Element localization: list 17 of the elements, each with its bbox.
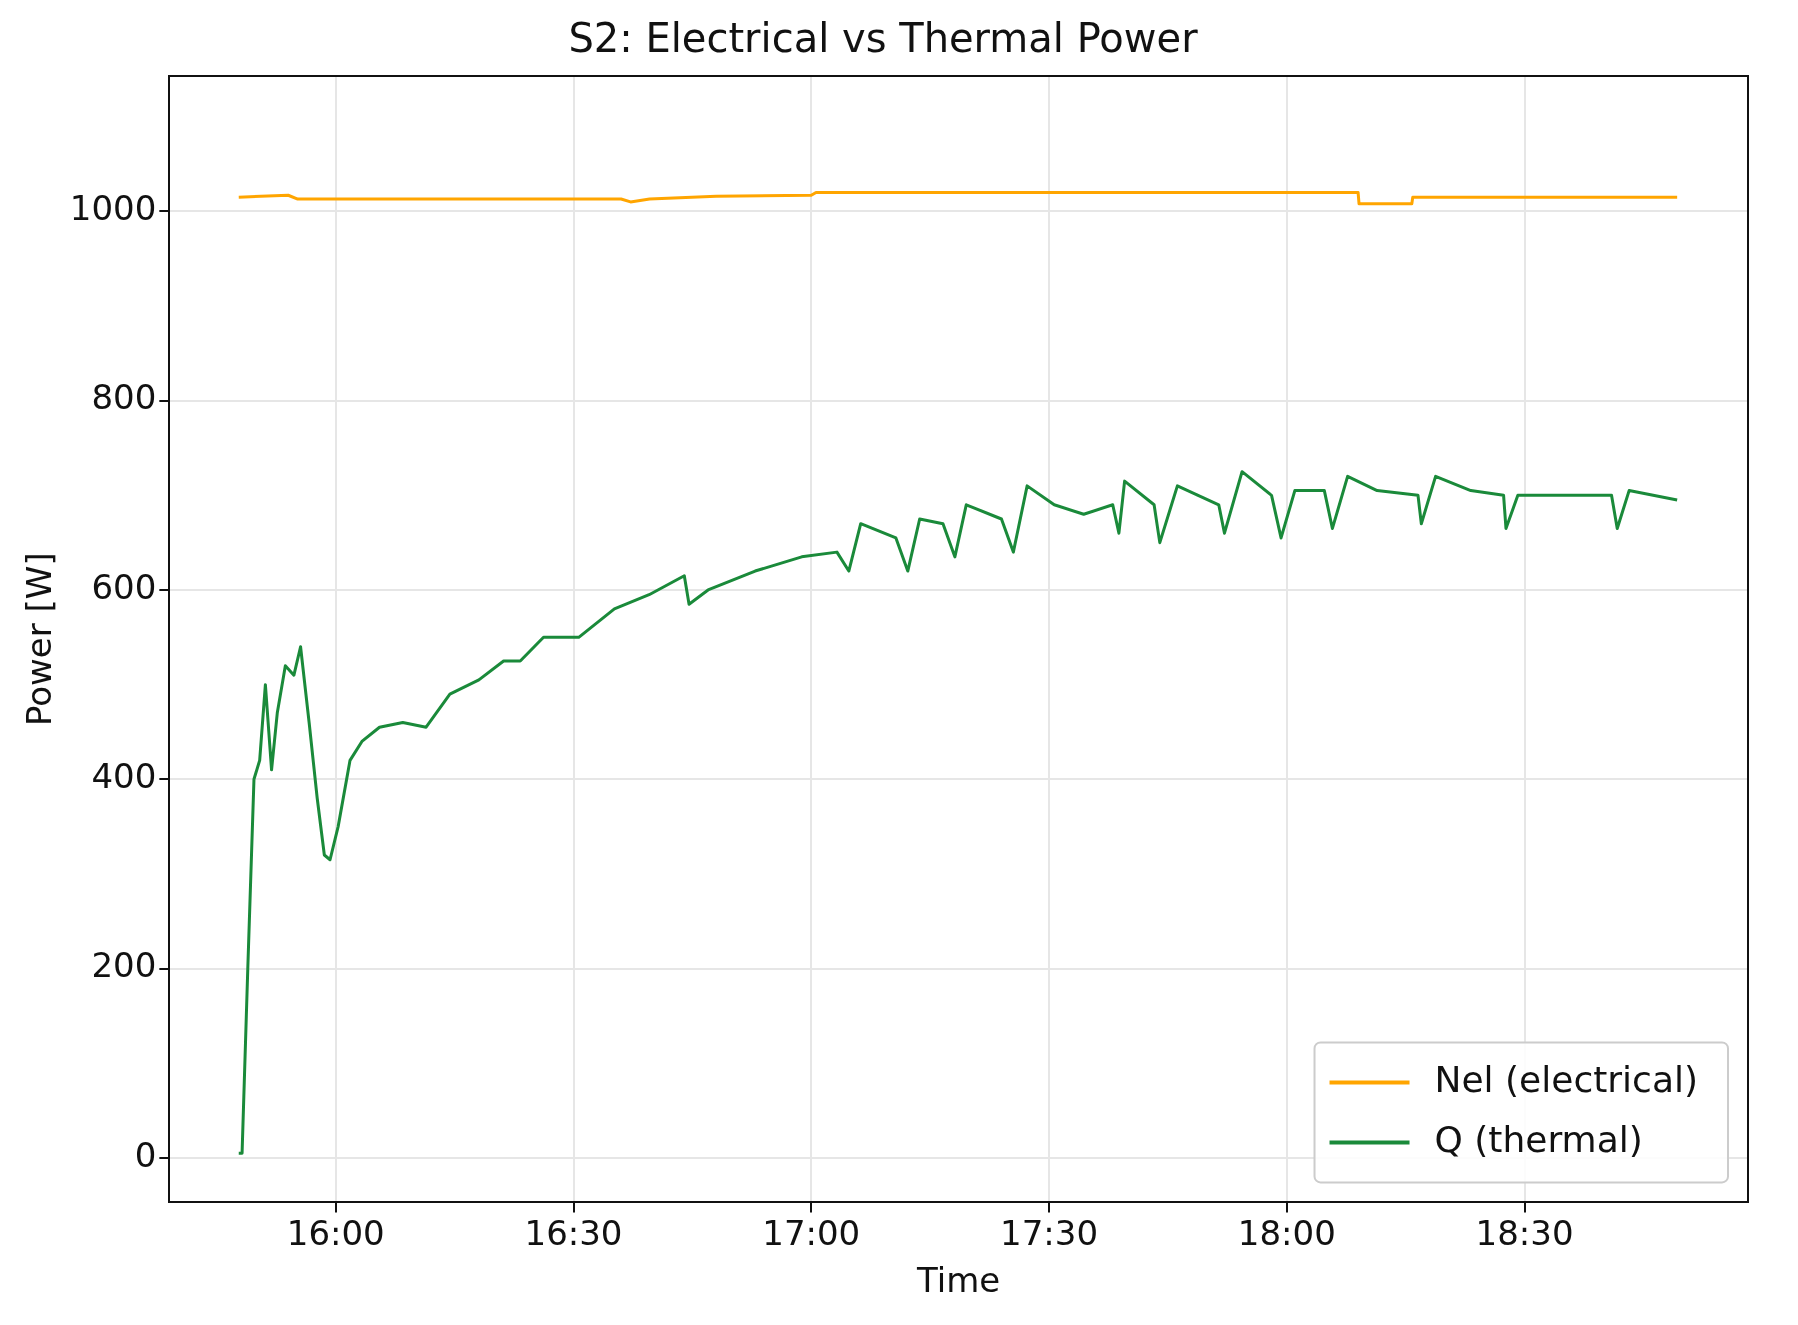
y-tick-label: 200: [91, 945, 157, 986]
y-axis-title: Power [W]: [19, 552, 60, 727]
y-tick-label: 800: [91, 377, 157, 418]
legend-label: Nel (electrical): [1434, 1058, 1699, 1100]
x-tick-label: 17:00: [762, 1212, 861, 1253]
x-tick-label: 18:00: [1237, 1212, 1336, 1253]
x-tick-label: 18:30: [1475, 1212, 1574, 1253]
y-tick-label: 1000: [69, 188, 157, 229]
chart-title: S2: Electrical vs Thermal Power: [568, 15, 1199, 62]
x-tick-label: 16:00: [286, 1212, 385, 1253]
x-tick-label: 16:30: [524, 1212, 623, 1253]
y-tick-label: 400: [91, 756, 157, 797]
legend-label: Q (thermal): [1434, 1118, 1643, 1160]
y-tick-label: 600: [91, 566, 157, 607]
x-tick-label: 17:30: [1000, 1212, 1098, 1253]
x-axis-title: Time: [916, 1260, 1001, 1301]
y-tick-label: 0: [134, 1134, 157, 1175]
